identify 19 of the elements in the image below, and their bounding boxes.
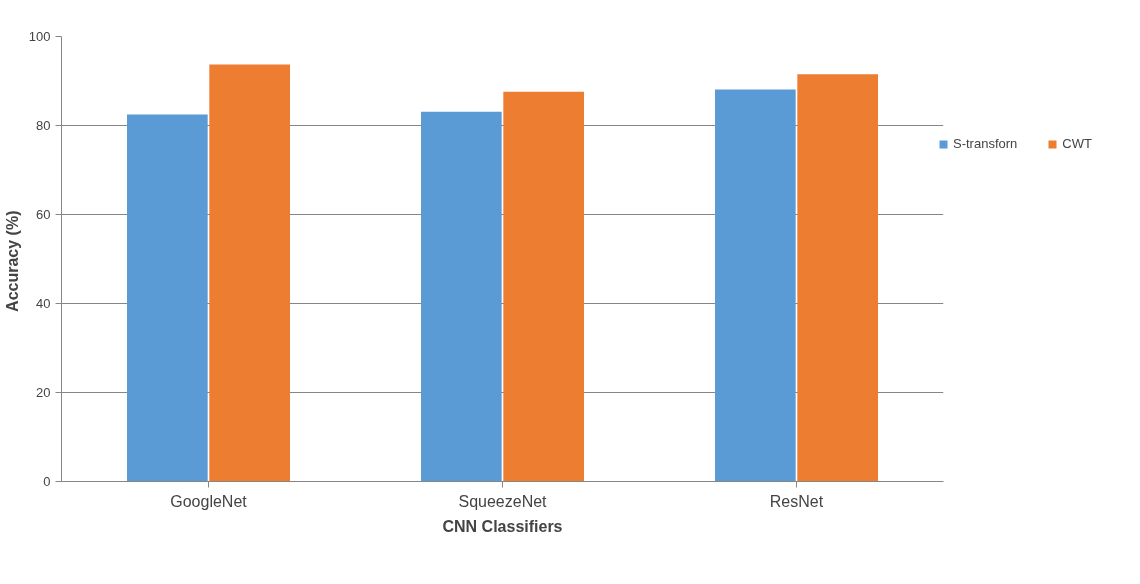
y-tick-label: 40 <box>36 296 51 311</box>
y-tick-label: 20 <box>36 385 51 400</box>
x-tick-label: ResNet <box>769 492 824 510</box>
legend-label: S-transforn <box>953 136 1018 151</box>
bar <box>503 91 584 482</box>
y-tick-label: 100 <box>28 29 51 44</box>
bar <box>715 89 796 482</box>
bar <box>797 74 878 482</box>
bar <box>209 64 290 482</box>
y-tick-label: 80 <box>36 118 51 133</box>
legend-label: CWT <box>1062 136 1092 151</box>
bar <box>421 111 502 482</box>
y-tick-label: 0 <box>43 474 51 489</box>
x-tick-label: SqueezeNet <box>458 492 548 510</box>
bar <box>127 114 208 482</box>
x-axis-title: CNN Classifiers <box>442 517 563 535</box>
x-tick-label: GoogleNet <box>170 492 248 510</box>
y-axis-title: Accuracy (%) <box>3 210 21 312</box>
y-tick-label: 60 <box>36 207 51 222</box>
